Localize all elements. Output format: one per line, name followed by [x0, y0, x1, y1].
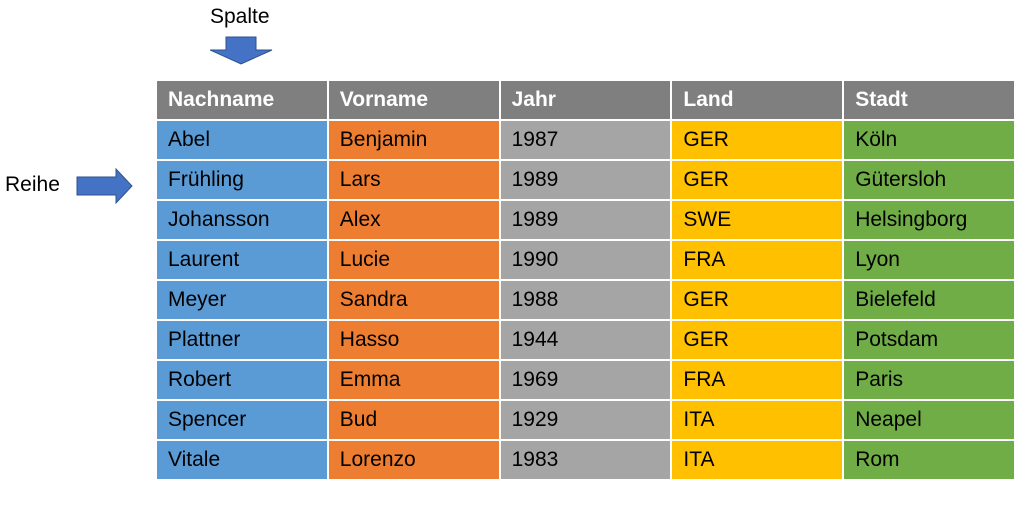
cell-stadt: Neapel: [842, 399, 1016, 441]
table-row: Vitale Lorenzo 1983 ITA Rom: [155, 439, 1016, 481]
cell-jahr: 1929: [498, 399, 673, 441]
table-row: Abel Benjamin 1987 GER Köln: [155, 119, 1016, 161]
cell-nachname: Spencer: [155, 399, 329, 441]
cell-vorname: Lorenzo: [326, 439, 501, 481]
right-arrow-icon: [76, 168, 133, 204]
cell-jahr: 1990: [498, 239, 673, 281]
header-vorname: Vorname: [326, 79, 501, 121]
row-annotation-label: Reihe: [5, 173, 60, 196]
cell-stadt: Helsingborg: [842, 199, 1016, 241]
cell-stadt: Paris: [842, 359, 1016, 401]
cell-nachname: Meyer: [155, 279, 329, 321]
cell-nachname: Johansson: [155, 199, 329, 241]
cell-land: GER: [670, 279, 845, 321]
header-jahr: Jahr: [498, 79, 673, 121]
table-row: Laurent Lucie 1990 FRA Lyon: [155, 239, 1016, 281]
table-body: Abel Benjamin 1987 GER Köln Frühling Lars 1989 G…: [155, 119, 1016, 481]
cell-stadt: Potsdam: [842, 319, 1016, 361]
cell-land: FRA: [670, 359, 845, 401]
cell-jahr: 1944: [498, 319, 673, 361]
cell-nachname: Frühling: [155, 159, 329, 201]
table-row: Frühling Lars 1989 GER Gütersloh: [155, 159, 1016, 201]
cell-jahr: 1989: [498, 199, 673, 241]
cell-jahr: 1983: [498, 439, 673, 481]
cell-land: SWE: [670, 199, 845, 241]
cell-nachname: Laurent: [155, 239, 329, 281]
cell-stadt: Lyon: [842, 239, 1016, 281]
cell-stadt: Bielefeld: [842, 279, 1016, 321]
cell-land: GER: [670, 159, 845, 201]
cell-land: ITA: [670, 439, 845, 481]
cell-nachname: Plattner: [155, 319, 329, 361]
cell-vorname: Sandra: [326, 279, 501, 321]
header-nachname: Nachname: [155, 79, 329, 121]
cell-vorname: Lars: [326, 159, 501, 201]
cell-vorname: Benjamin: [326, 119, 501, 161]
data-table: Nachname Vorname Jahr Land Stadt Abel Ben…: [155, 79, 1016, 481]
header-stadt: Stadt: [842, 79, 1016, 121]
cell-jahr: 1989: [498, 159, 673, 201]
cell-land: GER: [670, 119, 845, 161]
cell-stadt: Köln: [842, 119, 1016, 161]
cell-jahr: 1987: [498, 119, 673, 161]
table-header-row: Nachname Vorname Jahr Land Stadt: [155, 79, 1016, 121]
column-annotation-label: Spalte: [210, 5, 270, 28]
table-row: Meyer Sandra 1988 GER Bielefeld: [155, 279, 1016, 321]
cell-vorname: Emma: [326, 359, 501, 401]
cell-jahr: 1988: [498, 279, 673, 321]
cell-jahr: 1969: [498, 359, 673, 401]
cell-nachname: Abel: [155, 119, 329, 161]
cell-nachname: Vitale: [155, 439, 329, 481]
cell-vorname: Hasso: [326, 319, 501, 361]
table-row: Plattner Hasso 1944 GER Potsdam: [155, 319, 1016, 361]
cell-land: ITA: [670, 399, 845, 441]
cell-vorname: Alex: [326, 199, 501, 241]
cell-vorname: Lucie: [326, 239, 501, 281]
cell-nachname: Robert: [155, 359, 329, 401]
cell-stadt: Rom: [842, 439, 1016, 481]
table-row: Johansson Alex 1989 SWE Helsingborg: [155, 199, 1016, 241]
cell-land: FRA: [670, 239, 845, 281]
table-row: Spencer Bud 1929 ITA Neapel: [155, 399, 1016, 441]
cell-land: GER: [670, 319, 845, 361]
cell-vorname: Bud: [326, 399, 501, 441]
table-row: Robert Emma 1969 FRA Paris: [155, 359, 1016, 401]
cell-stadt: Gütersloh: [842, 159, 1016, 201]
header-land: Land: [670, 79, 845, 121]
down-arrow-icon: [210, 36, 273, 65]
